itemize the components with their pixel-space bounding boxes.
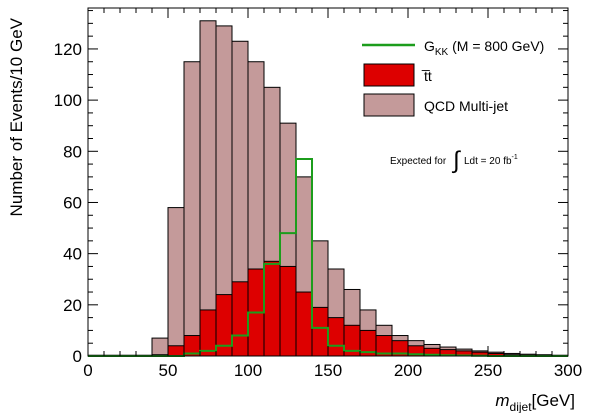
y-tick-label-0: 0 xyxy=(73,347,82,366)
ttbar-bar-14 xyxy=(311,306,329,357)
qcd-bar-7 xyxy=(199,20,217,357)
legend-swatch-ttbar xyxy=(363,63,415,87)
x-axis-label-symbol: m xyxy=(495,391,509,410)
x-tick-label-250: 250 xyxy=(474,361,502,380)
qcd-bar-6 xyxy=(183,61,201,357)
x-axis-label-unit: [GeV] xyxy=(532,391,575,410)
axis-ticks xyxy=(87,8,569,357)
ttbar-bar-12 xyxy=(279,265,297,357)
x-axis-label: mdijet[GeV] xyxy=(495,391,575,413)
ttbar-bar-8 xyxy=(215,294,233,357)
y-tick-label-100: 100 xyxy=(54,91,82,110)
legend-label-gkk: GKK (M = 800 GeV) xyxy=(424,38,544,58)
legend-label-ttbar: t̅t xyxy=(421,68,432,84)
qcd-series xyxy=(87,20,569,357)
legend-swatch-qcd xyxy=(363,93,415,117)
legend: GKK (M = 800 GeV) t̅t QCD Multi-jet xyxy=(362,38,544,117)
annotation-integral: Ldt = 20 fb-1 xyxy=(464,154,518,167)
qcd-bar-5 xyxy=(167,207,185,357)
x-axis-label-subscript: dijet xyxy=(510,400,533,413)
ttbar-bar-7 xyxy=(199,309,217,357)
tick-labels: 0 50 100 150 200 250 300 0 20 40 60 80 100 120 xyxy=(54,40,583,380)
qcd-bar-4 xyxy=(151,337,169,357)
x-tick-label-100: 100 xyxy=(234,361,262,380)
y-tick-label-20: 20 xyxy=(63,296,82,315)
y-tick-label-120: 120 xyxy=(54,40,82,59)
legend-label-qcd: QCD Multi-jet xyxy=(424,98,508,114)
y-tick-label-40: 40 xyxy=(63,245,82,264)
x-tick-label-50: 50 xyxy=(159,361,178,380)
y-tick-label-80: 80 xyxy=(63,142,82,161)
ttbar-bar-5 xyxy=(167,345,185,357)
annotation-prefix: Expected for xyxy=(390,156,447,167)
ttbar-bar-9 xyxy=(231,281,249,357)
x-tick-label-150: 150 xyxy=(314,361,342,380)
y-axis-label: Number of Events/10 GeV xyxy=(7,17,26,216)
integral-sign-icon: ∫ xyxy=(451,147,461,174)
x-tick-label-0: 0 xyxy=(83,361,92,380)
y-tick-label-60: 60 xyxy=(63,193,82,212)
luminosity-annotation: Expected for ∫ Ldt = 20 fb-1 xyxy=(390,147,518,174)
ttbar-bar-11 xyxy=(263,260,281,357)
x-tick-label-200: 200 xyxy=(394,361,422,380)
x-tick-label-300: 300 xyxy=(554,361,582,380)
ttbar-bar-15 xyxy=(327,317,345,357)
ttbar-bar-13 xyxy=(295,291,313,357)
